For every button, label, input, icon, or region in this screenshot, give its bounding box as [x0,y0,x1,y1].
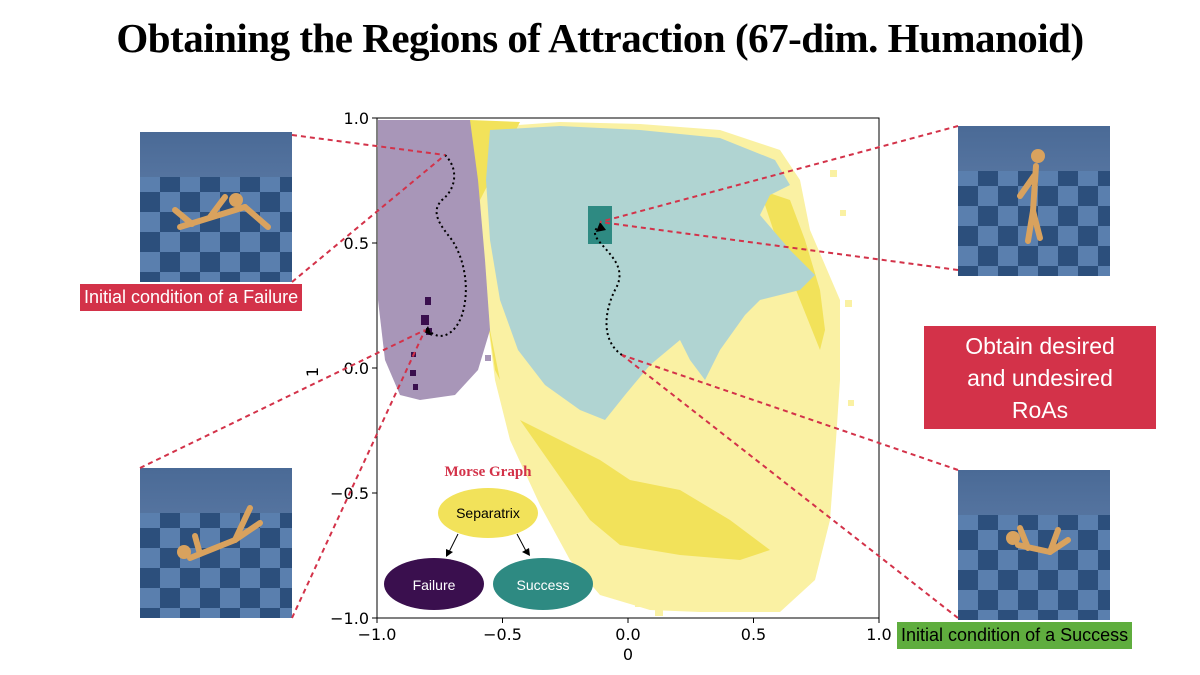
callout-line-2: and undesired [967,364,1113,391]
humanoid-failure-init-thumbnail [140,132,292,282]
y-tick-label: 1.0 [344,109,369,128]
success-region [486,126,815,420]
connector-failure-final-top [139,329,426,469]
humanoid-success-final-image [958,126,1110,276]
x-tick-label: −0.5 [483,625,522,644]
x-axis-label: 0 [623,645,633,664]
x-tick-label: −1.0 [358,625,397,644]
y-axis-label: 1 [303,367,322,377]
failure-init-label: Initial condition of a Failure [80,284,303,311]
connector-success-init-bottom [621,354,959,619]
connector-failure-init-bottom [291,154,446,283]
humanoid-success-final-thumbnail [958,126,1110,276]
connector-success-final-bottom [599,221,959,271]
y-tick-label: 0.0 [344,359,369,378]
connector-lines [139,125,959,619]
morse-node-failure [384,558,484,610]
morse-node-separatrix-label: Separatrix [456,505,520,521]
x-tick-label: 0.5 [741,625,766,644]
morse-edge-failure-head [446,549,453,557]
failure-speckles [390,200,491,361]
humanoid-failure-final-image [140,468,292,618]
humanoid-success-init-image [958,470,1110,620]
morse-edge-failure [448,533,459,553]
separatrix-region [470,120,770,560]
morse-graph-title: Morse Graph [444,464,532,480]
failure-trajectory [427,154,467,337]
connector-failure-init-top [291,134,446,156]
connector-success-final-top [599,125,959,223]
humanoid-failure-final-thumbnail [140,468,292,618]
morse-node-success-label: Success [517,577,570,593]
roa-callout: Obtain desired and undesired RoAs [924,326,1156,429]
morse-node-failure-label: Failure [413,577,456,593]
success-arrowhead [596,222,606,232]
y-tick-label: −1.0 [330,609,369,628]
separatrix-speckles [635,170,854,616]
connector-failure-final-bottom [291,329,426,619]
humanoid-failure-init-image [140,132,292,282]
y-tick-label: 0.5 [344,234,369,253]
morse-node-success [493,558,593,610]
humanoid-success-init-thumbnail [958,470,1110,620]
y-axis: 1.00.50.0−0.5−1.0 [330,109,377,628]
success-init-label: Initial condition of a Success [897,622,1133,649]
morse-edge-success [516,533,527,552]
morse-edge-success-head [522,548,530,556]
page-title: Obtaining the Regions of Attraction (67-… [116,15,1084,61]
failure-arrowhead [424,326,432,336]
callout-line-1: Obtain desired [965,332,1115,359]
morse-graph: Morse Graph Separatrix Failure Success [384,464,593,610]
morse-node-separatrix [438,488,538,538]
x-tick-label: 0.0 [615,625,640,644]
x-axis: −1.0 −0.5 0.0 0.5 1.0 [358,618,892,644]
callout-line-3: RoAs [1011,396,1069,423]
x-tick-label: 1.0 [866,625,891,644]
failure-region [378,120,490,400]
